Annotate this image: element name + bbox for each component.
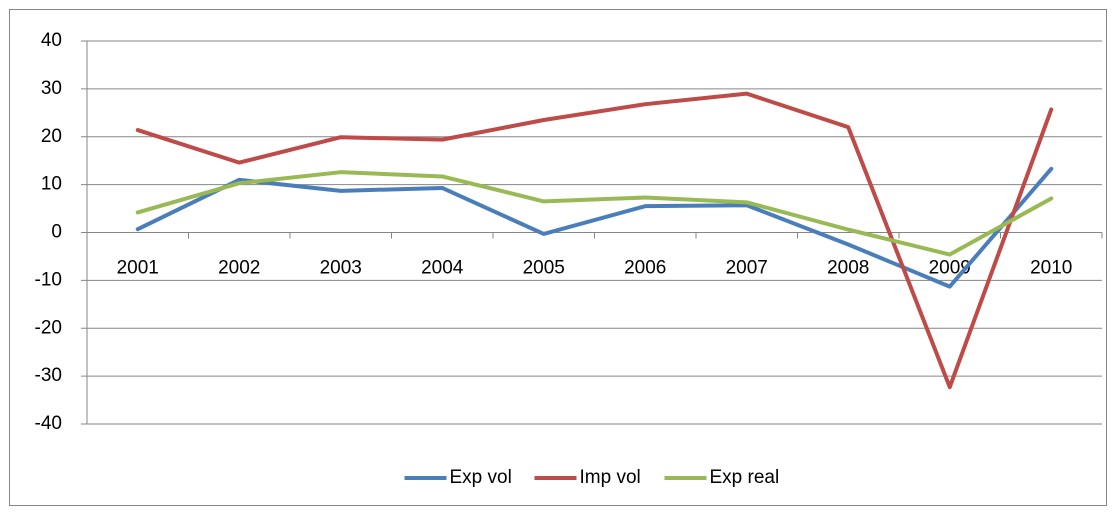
- legend-label: Exp real: [710, 467, 780, 488]
- y-tick-label: 10: [41, 174, 62, 195]
- x-tick-label: 2005: [523, 258, 565, 279]
- y-tick-label: 40: [41, 30, 62, 51]
- x-tick-label: 2001: [117, 258, 159, 279]
- legend-label: Exp vol: [450, 467, 512, 488]
- y-tick-label: -40: [35, 413, 62, 434]
- y-tick-label: 30: [41, 78, 62, 99]
- chart-border: [9, 9, 1107, 506]
- legend-label: Imp vol: [580, 467, 641, 488]
- x-tick-label: 2010: [1030, 258, 1072, 279]
- y-tick-label: 20: [41, 126, 62, 147]
- series-line: [135, 91, 1054, 390]
- x-tick-label: 2006: [624, 258, 666, 279]
- series-line: [135, 166, 1054, 289]
- y-tick-label: -30: [35, 365, 62, 386]
- y-tick-label: -10: [35, 269, 62, 290]
- x-tick-label: 2004: [421, 258, 464, 279]
- y-tick-label: -20: [35, 317, 62, 338]
- y-tick-label: 0: [51, 222, 62, 243]
- x-tick-label: 2002: [218, 258, 260, 279]
- series-line: [135, 170, 1054, 257]
- x-tick-label: 2007: [726, 258, 768, 279]
- x-tick-label: 2008: [827, 258, 869, 279]
- x-tick-label: 2003: [320, 258, 362, 279]
